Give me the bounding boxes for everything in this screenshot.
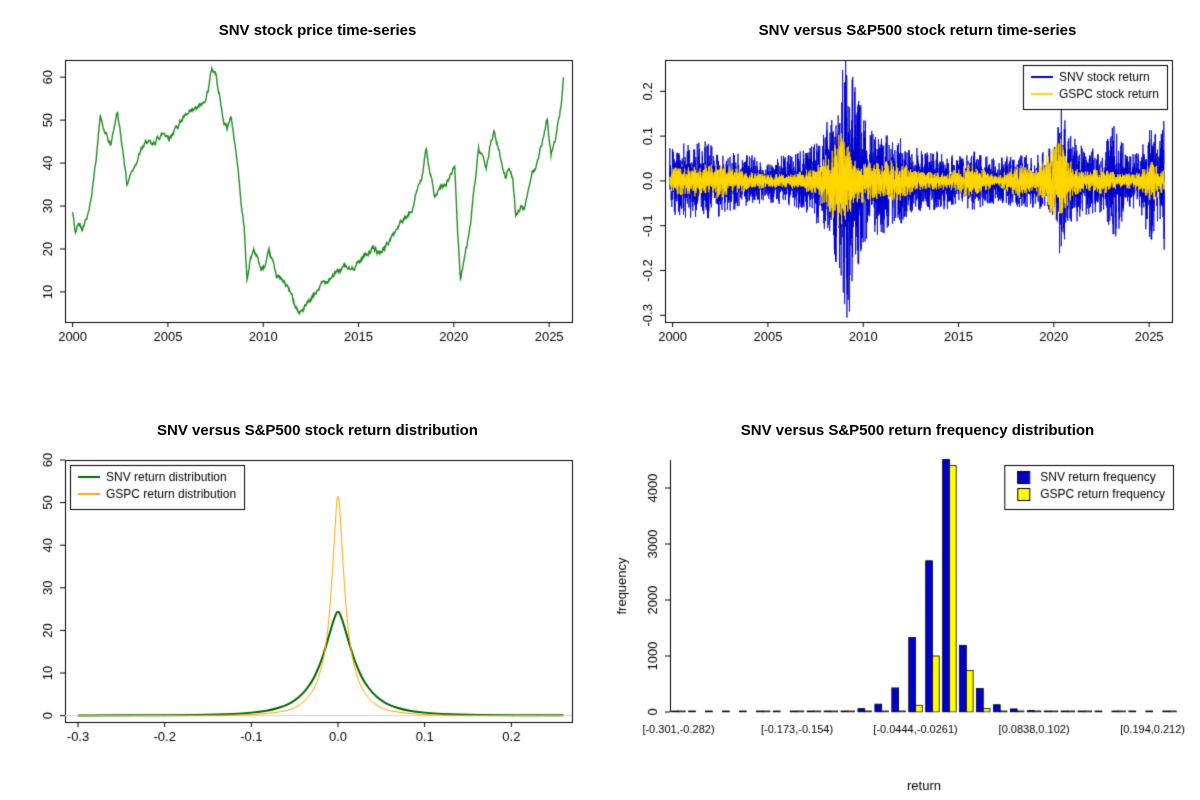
- panel-return-distribution: SNV versus S&P500 stock return distribut…: [0, 400, 600, 800]
- panel-return-frequency: SNV versus S&P500 return frequency distr…: [600, 400, 1200, 800]
- return-frequency-chart: [600, 400, 1200, 800]
- price-timeseries-chart: [0, 0, 600, 400]
- return-chart-title: SNV versus S&P500 stock return time-seri…: [758, 22, 1077, 39]
- frequency-chart-title: SNV versus S&P500 return frequency distr…: [740, 422, 1095, 439]
- distribution-chart-title: SNV versus S&P500 stock return distribut…: [157, 422, 478, 439]
- return-timeseries-chart: [600, 0, 1200, 400]
- panel-return-timeseries: SNV versus S&P500 stock return time-seri…: [600, 0, 1200, 400]
- return-distribution-chart: [0, 400, 600, 800]
- panel-price-timeseries: SNV stock price time-series: [0, 0, 600, 400]
- price-chart-title: SNV stock price time-series: [218, 22, 417, 39]
